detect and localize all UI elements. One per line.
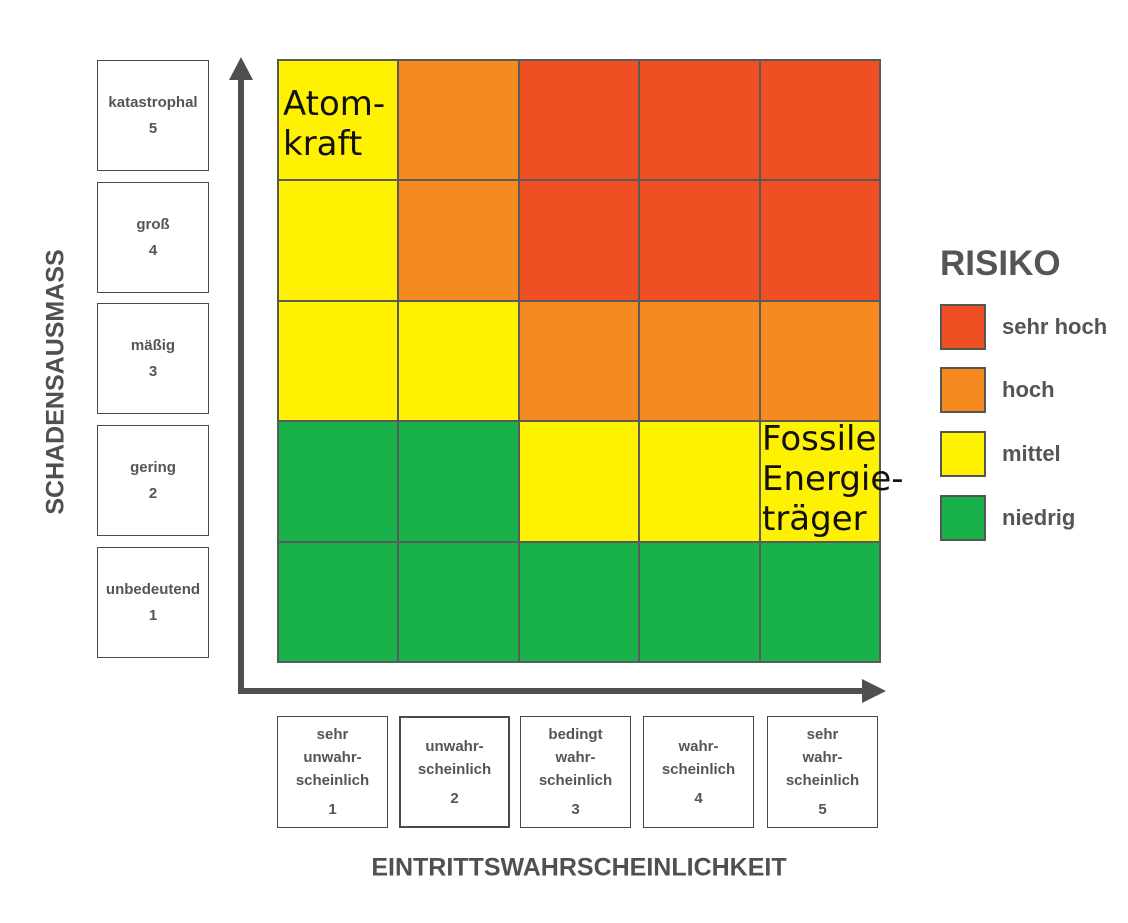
annotation-line: Energie- <box>762 459 904 499</box>
x-level-value: 2 <box>450 789 459 807</box>
y-axis-arrowhead <box>229 57 253 80</box>
y-level-value: 1 <box>148 606 158 624</box>
matrix-cell <box>640 301 759 421</box>
matrix-cell <box>760 181 879 300</box>
matrix-cell <box>760 301 879 421</box>
x-level-line: sehr <box>806 726 839 743</box>
legend-label-niedrig: niedrig <box>1002 505 1076 530</box>
x-level-line: bedingt <box>548 726 603 743</box>
matrix-cell <box>640 181 759 300</box>
x-level-box-5: sehr wahr- scheinlich 5 <box>767 716 878 828</box>
x-level-value: 1 <box>328 801 337 818</box>
matrix-cell <box>519 301 639 421</box>
x-level-line: scheinlich <box>785 772 860 789</box>
legend-label-mittel: mittel <box>1002 441 1061 466</box>
matrix-cell <box>760 542 879 661</box>
x-axis-arrowhead <box>862 679 886 703</box>
legend-label-hoch: hoch <box>1002 377 1055 402</box>
annotation-line: Atom- <box>283 84 386 124</box>
x-level-line: scheinlich <box>295 772 370 789</box>
y-level-box-4: groß 4 <box>97 182 209 293</box>
x-level-line: sehr <box>316 726 349 743</box>
y-level-box-1: unbedeutend 1 <box>97 547 209 658</box>
annotation-atomkraft: Atom- kraft <box>283 84 385 164</box>
matrix-cell <box>399 61 518 180</box>
matrix-cell <box>399 422 518 541</box>
y-level-label: katastrophal <box>108 93 198 111</box>
annotation-line: Fossile <box>762 419 877 459</box>
x-level-box-4: wahr- scheinlich 4 <box>643 716 754 828</box>
matrix-cell <box>519 422 639 541</box>
y-level-label: gering <box>130 458 176 476</box>
matrix-cell <box>399 301 518 421</box>
y-level-value: 5 <box>148 119 158 137</box>
y-level-box-3: mäßig 3 <box>97 303 209 414</box>
legend-label-sehr-hoch: sehr hoch <box>1002 314 1108 339</box>
x-level-line: wahr- <box>555 749 596 766</box>
matrix-cell <box>640 542 759 661</box>
y-level-label: mäßig <box>130 336 176 354</box>
matrix-cell <box>760 61 879 180</box>
x-level-line: scheinlich <box>417 760 492 778</box>
x-axis-title: EINTRITTSWAHRSCHEINLICHKEIT <box>371 853 787 882</box>
y-level-value: 4 <box>148 241 158 259</box>
x-level-line: scheinlich <box>538 772 613 789</box>
x-level-line: wahr- <box>678 737 719 755</box>
matrix-cell <box>640 422 759 541</box>
x-level-box-1: sehr unwahr- scheinlich 1 <box>277 716 388 828</box>
annotation-fossile-energietraeger: Fossile Energie- träger <box>762 419 904 539</box>
annotation-line: kraft <box>283 124 363 164</box>
matrix-cell <box>279 422 398 541</box>
x-level-box-2: unwahr- scheinlich 2 <box>399 716 510 828</box>
matrix-cell <box>519 542 639 661</box>
x-level-line: unwahr- <box>425 737 484 755</box>
y-level-box-5: katastrophal 5 <box>97 60 209 171</box>
matrix-cell <box>519 181 639 300</box>
legend-title: RISIKO <box>940 244 1061 283</box>
risk-matrix <box>277 59 881 663</box>
matrix-cell <box>760 422 879 541</box>
y-level-value: 3 <box>148 362 158 380</box>
x-level-value: 3 <box>571 801 580 818</box>
x-level-line: unwahr- <box>303 749 362 766</box>
matrix-cell <box>640 61 759 180</box>
legend-swatch-mittel <box>940 431 986 477</box>
matrix-cell <box>279 61 398 180</box>
x-level-box-3: bedingt wahr- scheinlich 3 <box>520 716 631 828</box>
x-level-value: 5 <box>818 801 827 818</box>
y-level-label: unbedeutend <box>105 580 201 598</box>
matrix-cell <box>279 181 398 300</box>
matrix-cell <box>399 542 518 661</box>
matrix-cell <box>279 542 398 661</box>
y-level-value: 2 <box>148 484 158 502</box>
legend-swatch-niedrig <box>940 495 986 541</box>
matrix-cell <box>399 181 518 300</box>
legend-swatch-hoch <box>940 367 986 413</box>
legend-swatch-sehr-hoch <box>940 304 986 350</box>
x-level-line: scheinlich <box>661 760 736 778</box>
y-axis-title: SCHADENSAUSMASS <box>41 249 70 515</box>
y-level-box-2: gering 2 <box>97 425 209 536</box>
matrix-cell <box>519 61 639 180</box>
x-level-line: wahr- <box>802 749 843 766</box>
y-level-label: groß <box>136 215 170 233</box>
x-level-value: 4 <box>694 789 703 807</box>
matrix-cell <box>279 301 398 421</box>
annotation-line: träger <box>762 499 867 539</box>
